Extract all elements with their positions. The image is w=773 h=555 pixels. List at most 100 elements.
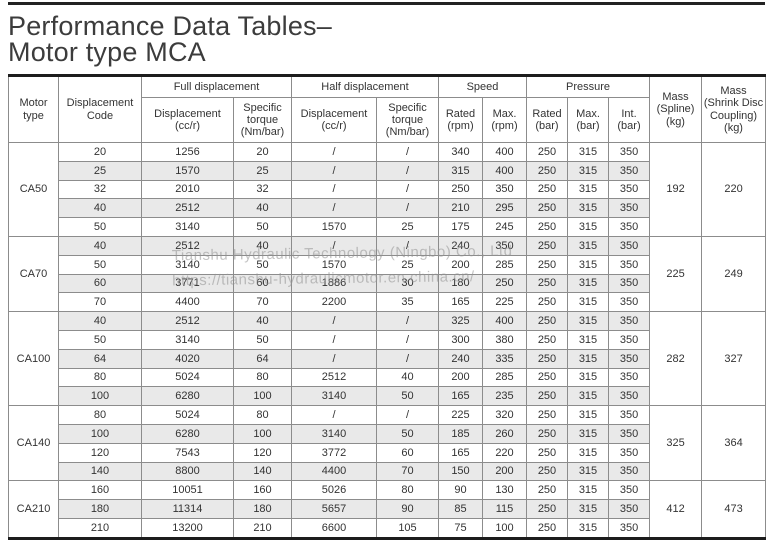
full-displacement-cell: 1256 bbox=[141, 142, 234, 162]
displacement-code-cell: 50 bbox=[58, 217, 142, 237]
speed-max-cell: 100 bbox=[482, 517, 527, 539]
displacement-code-cell: 40 bbox=[58, 235, 142, 256]
col-header-pressure-int: Int. (bar) bbox=[607, 97, 651, 143]
half-displacement-cell: / bbox=[291, 235, 377, 256]
page-title-line1: Performance Data Tables– bbox=[8, 11, 332, 41]
full-displacement-cell: 2512 bbox=[141, 198, 234, 219]
full-specific-torque-cell: 40 bbox=[233, 235, 292, 256]
speed-rated-cell: 185 bbox=[438, 423, 483, 444]
table-row: CA210 160 10051 160 5026 80 90 130 250 315 350 412 4… bbox=[8, 480, 767, 539]
speed-max-cell: 130 bbox=[482, 480, 527, 501]
displacement-code-cell: 210 bbox=[58, 517, 142, 539]
half-specific-torque-cell: 70 bbox=[376, 461, 439, 482]
col-header-half-specific-torque: Specific torque (Nm/bar) bbox=[376, 97, 439, 143]
half-displacement-cell: / bbox=[291, 405, 377, 425]
pressure-max-cell: 315 bbox=[567, 367, 609, 388]
mass-spline-cell: 282 bbox=[649, 311, 703, 407]
pressure-rated-cell: 250 bbox=[526, 160, 568, 181]
speed-max-cell: 250 bbox=[482, 273, 527, 294]
page-title: Performance Data Tables– Motor type MCA bbox=[8, 0, 765, 66]
pressure-max-cell: 315 bbox=[567, 235, 609, 256]
speed-max-cell: 245 bbox=[482, 217, 527, 237]
full-displacement-cell: 5024 bbox=[141, 405, 234, 425]
speed-rated-cell: 240 bbox=[438, 348, 483, 369]
pressure-int-cell: 350 bbox=[607, 292, 651, 313]
displacement-code-cell: 25 bbox=[58, 160, 142, 181]
pressure-int-cell: 350 bbox=[607, 480, 651, 501]
full-specific-torque-cell: 32 bbox=[233, 179, 292, 200]
speed-rated-cell: 325 bbox=[438, 311, 483, 331]
half-specific-torque-cell: 25 bbox=[376, 217, 439, 237]
table-row: CA100 40 2512 40//325 400 250 315 350 282 327 bbox=[8, 311, 767, 407]
table-row: 64 4020 64//240 335 250 315 350 bbox=[9, 348, 766, 369]
pressure-rated-cell: 250 bbox=[526, 329, 568, 350]
table-row: CA140 80 5024 80//225 320 250 315 350 325 364 bbox=[8, 405, 767, 482]
half-displacement-cell: / bbox=[291, 142, 377, 162]
full-displacement-cell: 4020 bbox=[141, 348, 234, 369]
table-row: 50 3140 50 1570 25 175 245 250 315 350 bbox=[9, 217, 766, 237]
pressure-max-cell: 315 bbox=[567, 160, 609, 181]
pressure-max-cell: 315 bbox=[567, 386, 609, 407]
pressure-int-cell: 350 bbox=[607, 273, 651, 294]
pressure-rated-cell: 250 bbox=[526, 348, 568, 369]
motor-type-cell: CA70 bbox=[8, 235, 59, 313]
speed-rated-cell: 165 bbox=[438, 386, 483, 407]
half-specific-torque-cell: / bbox=[376, 160, 439, 181]
speed-max-cell: 200 bbox=[482, 461, 527, 482]
full-specific-torque-cell: 100 bbox=[233, 423, 292, 444]
full-displacement-cell: 1570 bbox=[141, 160, 234, 181]
pressure-rated-cell: 250 bbox=[526, 423, 568, 444]
full-displacement-cell: 2512 bbox=[141, 311, 234, 331]
displacement-code-cell: 140 bbox=[58, 461, 142, 482]
displacement-code-cell: 50 bbox=[58, 329, 142, 350]
pressure-rated-cell: 250 bbox=[526, 198, 568, 219]
pressure-max-cell: 315 bbox=[567, 517, 609, 539]
half-displacement-cell: 1570 bbox=[291, 217, 377, 237]
col-header-speed: Speed bbox=[438, 75, 527, 98]
speed-max-cell: 320 bbox=[482, 405, 527, 425]
half-displacement-cell: 2200 bbox=[291, 292, 377, 313]
half-specific-torque-cell: 25 bbox=[376, 254, 439, 275]
speed-max-cell: 350 bbox=[482, 235, 527, 256]
table-row: 120 7543 120 3772 60 165 220 250 315 350 bbox=[9, 442, 766, 463]
pressure-rated-cell: 250 bbox=[526, 386, 568, 407]
displacement-code-cell: 20 bbox=[58, 142, 142, 162]
half-displacement-cell: / bbox=[291, 329, 377, 350]
full-displacement-cell: 5024 bbox=[141, 367, 234, 388]
pressure-rated-cell: 250 bbox=[526, 499, 568, 519]
full-specific-torque-cell: 160 bbox=[233, 480, 292, 501]
pressure-int-cell: 350 bbox=[607, 461, 651, 482]
displacement-code-cell: 180 bbox=[58, 499, 142, 519]
half-displacement-cell: 5026 bbox=[291, 480, 377, 501]
full-specific-torque-cell: 50 bbox=[233, 254, 292, 275]
full-displacement-cell: 2010 bbox=[141, 179, 234, 200]
mass-shrink-disc-cell: 364 bbox=[701, 405, 767, 482]
col-header-half-displacement: Half displacement bbox=[291, 75, 439, 98]
half-specific-torque-cell: 80 bbox=[376, 480, 439, 501]
performance-data-table: Motor type Displacement Code Full displa… bbox=[8, 74, 767, 540]
col-header-speed-max: Max. (rpm) bbox=[482, 97, 527, 143]
pressure-int-cell: 350 bbox=[607, 386, 651, 407]
pressure-int-cell: 350 bbox=[607, 311, 651, 331]
full-specific-torque-cell: 60 bbox=[233, 273, 292, 294]
half-displacement-cell: / bbox=[291, 311, 377, 331]
mass-shrink-disc-cell: 473 bbox=[701, 480, 767, 539]
pressure-max-cell: 315 bbox=[567, 423, 609, 444]
pressure-rated-cell: 250 bbox=[526, 461, 568, 482]
pressure-max-cell: 315 bbox=[567, 217, 609, 237]
pressure-int-cell: 350 bbox=[607, 405, 651, 425]
half-displacement-cell: 3140 bbox=[291, 423, 377, 444]
full-specific-torque-cell: 70 bbox=[233, 292, 292, 313]
col-header-full-specific-torque: Specific torque (Nm/bar) bbox=[233, 97, 292, 143]
motor-type-cell: CA140 bbox=[8, 405, 59, 482]
full-displacement-cell: 3140 bbox=[141, 329, 234, 350]
displacement-code-cell: 70 bbox=[58, 292, 142, 313]
speed-rated-cell: 200 bbox=[438, 254, 483, 275]
table-body: CA50 20 1256 20//340 400 250 315 350 192 220 25 157… bbox=[8, 142, 767, 539]
displacement-code-cell: 80 bbox=[58, 405, 142, 425]
displacement-code-cell: 100 bbox=[58, 423, 142, 444]
pressure-max-cell: 315 bbox=[567, 405, 609, 425]
displacement-code-cell: 32 bbox=[58, 179, 142, 200]
half-specific-torque-cell: 40 bbox=[376, 367, 439, 388]
